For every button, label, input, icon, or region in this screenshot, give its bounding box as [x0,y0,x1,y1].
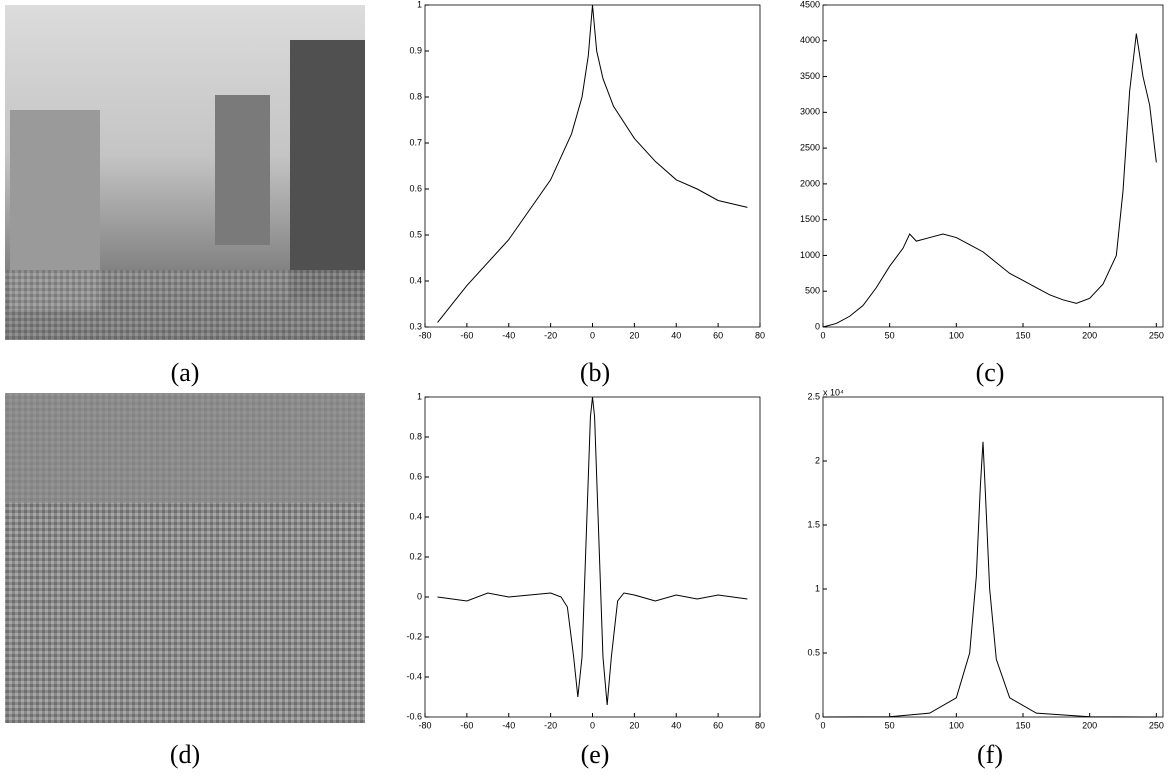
data-line [822,441,1157,718]
y-tick-label: -0.2 [406,631,422,641]
y-tick-label: 1.5 [807,519,820,529]
caption: (b) [580,358,610,387]
x-tick-label: 200 [1082,720,1097,730]
x-tick-label: 20 [629,330,639,340]
y-tick-label: 1 [417,391,422,401]
data-line [437,4,748,323]
x-tick-label: 80 [755,720,765,730]
y-tick-label: 0.5 [409,229,422,239]
y-multiplier: x 10⁴ [823,387,844,397]
y-tick-label: 0.6 [409,471,422,481]
y-tick-label: 0 [815,321,820,331]
x-tick-label: 250 [1149,330,1164,340]
data-line [822,33,1157,328]
caption: (a) [171,358,200,387]
y-tick-label: 0.6 [409,183,422,193]
x-tick-label: -80 [418,330,431,340]
caption: (d) [170,740,200,769]
y-tick-label: 4000 [800,35,820,45]
y-tick-label: -0.4 [406,671,422,681]
y-tick-label: 1500 [800,214,820,224]
data-line [437,396,748,706]
x-tick-label: 100 [949,720,964,730]
x-tick-label: 0 [590,720,595,730]
x-tick-label: -20 [544,330,557,340]
y-tick-label: 4500 [800,0,820,9]
x-tick-label: 50 [885,330,895,340]
y-tick-label: 0.7 [409,137,422,147]
y-tick-label: 2 [815,455,820,465]
axes-frame [822,396,1164,718]
x-tick-label: -40 [502,720,515,730]
x-tick-label: 80 [755,330,765,340]
x-tick-label: 0 [820,330,825,340]
y-tick-label: 0.9 [409,45,422,55]
y-tick-label: 500 [805,286,820,296]
y-tick-label: 2.5 [807,391,820,401]
axes-frame [424,4,761,328]
x-tick-label: -60 [460,330,473,340]
x-tick-label: 40 [671,330,681,340]
y-tick-label: 1 [815,583,820,593]
image-d [5,393,365,723]
caption: (f) [977,740,1003,769]
image-a [5,5,365,340]
y-tick-label: 3000 [800,107,820,117]
y-tick-label: 1000 [800,250,820,260]
x-tick-label: 60 [713,330,723,340]
x-tick-label: 0 [820,720,825,730]
y-tick-label: 0.4 [409,511,422,521]
x-tick-label: 100 [949,330,964,340]
x-tick-label: 50 [885,720,895,730]
y-tick-label: 0 [815,711,820,721]
x-tick-label: 200 [1082,330,1097,340]
y-tick-label: 0.8 [409,91,422,101]
x-tick-label: 250 [1149,720,1164,730]
x-tick-label: -40 [502,330,515,340]
y-tick-label: 0.8 [409,431,422,441]
y-tick-label: 1 [417,0,422,9]
y-tick-label: -0.6 [406,711,422,721]
caption: (e) [581,740,610,769]
y-tick-label: 0.2 [409,551,422,561]
y-tick-label: 0.5 [807,647,820,657]
x-tick-label: -20 [544,720,557,730]
x-tick-label: 60 [713,720,723,730]
x-tick-label: 150 [1015,330,1030,340]
x-tick-label: -60 [460,720,473,730]
y-tick-label: 0 [417,591,422,601]
x-tick-label: -80 [418,720,431,730]
axes-frame [424,396,761,718]
y-tick-label: 0.4 [409,275,422,285]
x-tick-label: 0 [590,330,595,340]
axes-frame [822,4,1164,328]
x-tick-label: 40 [671,720,681,730]
y-tick-label: 2500 [800,142,820,152]
y-tick-label: 3500 [800,71,820,81]
y-tick-label: 0.3 [409,321,422,331]
caption: (c) [976,358,1005,387]
y-tick-label: 2000 [800,178,820,188]
x-tick-label: 20 [629,720,639,730]
x-tick-label: 150 [1015,720,1030,730]
